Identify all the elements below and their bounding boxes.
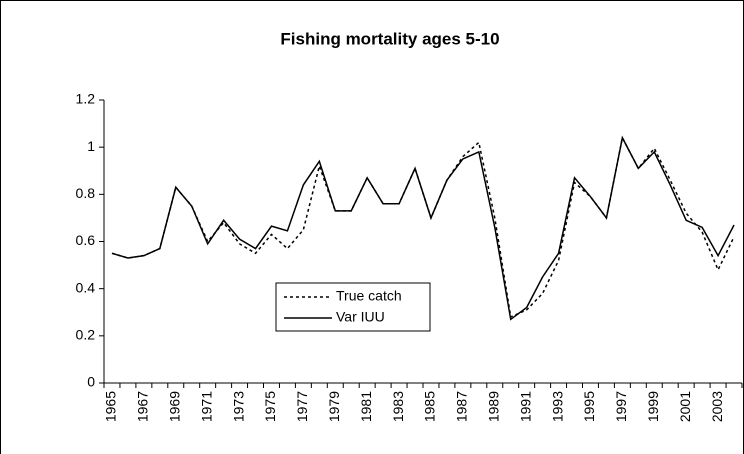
x-tick-label: 1975 xyxy=(262,391,278,422)
y-tick-label: 1.2 xyxy=(76,91,96,107)
legend: True catch Var IUU xyxy=(275,282,431,332)
legend-box xyxy=(275,282,431,332)
x-tick-label: 1981 xyxy=(358,391,374,422)
y-tick-label: 0.6 xyxy=(76,232,96,248)
x-tick-label: 1997 xyxy=(613,391,629,422)
legend-label: Var IUU xyxy=(336,309,385,325)
x-tick-label: 1967 xyxy=(135,391,151,422)
x-tick-label: 1987 xyxy=(454,391,470,422)
x-tick-label: 1991 xyxy=(517,391,533,422)
x-tick-label: 1979 xyxy=(326,391,342,422)
x-tick-label: 1999 xyxy=(645,391,661,422)
x-tick-label: 1969 xyxy=(166,391,182,422)
chart-title: Fishing mortality ages 5-10 xyxy=(280,29,499,48)
y-tick-label: 1 xyxy=(87,138,95,154)
y-tick-label: 0.8 xyxy=(76,185,96,201)
y-tick-label: 0.4 xyxy=(76,279,96,295)
x-tick-label: 1965 xyxy=(103,391,119,422)
y-tick-label: 0 xyxy=(87,374,95,390)
x-tick-label: 1973 xyxy=(230,391,246,422)
x-tick-label: 1977 xyxy=(294,391,310,422)
x-tick-label: 1983 xyxy=(390,391,406,422)
x-tick-label: 1971 xyxy=(198,391,214,422)
x-tick-label: 2003 xyxy=(709,391,725,422)
x-tick-label: 1989 xyxy=(485,391,501,422)
y-tick-label: 0.2 xyxy=(76,327,96,343)
x-tick-label: 1995 xyxy=(581,391,597,422)
legend-label: True catch xyxy=(336,288,402,304)
x-tick-label: 1993 xyxy=(549,391,565,422)
x-tick-label: 2001 xyxy=(677,391,693,422)
line-series xyxy=(111,135,735,321)
x-tick-label: 1985 xyxy=(422,391,438,422)
